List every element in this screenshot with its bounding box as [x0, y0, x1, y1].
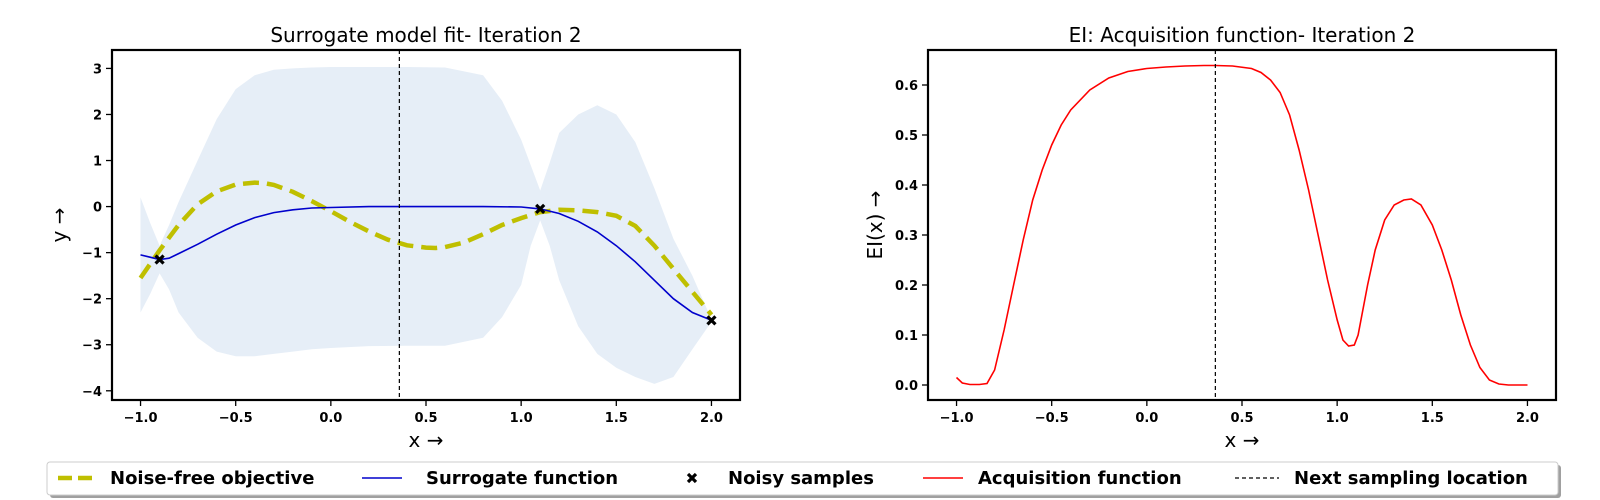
legend-label: Surrogate function — [426, 468, 618, 489]
surrogate-title: Surrogate model fit- Iteration 2 — [270, 23, 581, 47]
legend-item: Next sampling location — [1235, 468, 1528, 489]
noise-free-objective-line — [138, 180, 714, 317]
legend-item: Surrogate function — [362, 468, 618, 489]
x-tick-label: 1.0 — [510, 411, 533, 426]
y-tick-label: 0.4 — [895, 179, 918, 194]
legend: Noise-free objective Surrogate function No… — [46, 461, 1561, 498]
acquisition-y-ticks: 0.0 0.1 0.2 0.3 0.4 0.5 0.6 — [895, 79, 928, 394]
y-tick-label: 0.6 — [895, 79, 918, 94]
y-tick-label: −1 — [82, 247, 102, 262]
x-tick-label: 0.5 — [1230, 411, 1253, 426]
legend-item: Noise-free objective — [58, 468, 314, 489]
surrogate-function-line — [140, 205, 712, 322]
acquisition-lines-layer — [955, 64, 1528, 386]
noisy-sample-marker — [706, 315, 717, 326]
legend-box — [46, 461, 1559, 496]
legend-items: Noise-free objective Surrogate function No… — [58, 468, 1528, 489]
acquisition-y-label: EI(x) → — [863, 190, 887, 259]
x-tick-label: 0.0 — [319, 411, 342, 426]
x-tick-label: −0.5 — [1035, 411, 1069, 426]
acquisition-x-ticks: −1.0 −0.5 0.0 0.5 1.0 1.5 2.0 — [940, 400, 1539, 426]
x-tick-label: 2.0 — [1516, 411, 1539, 426]
legend-label: Noise-free objective — [110, 468, 314, 489]
y-tick-label: 0.2 — [895, 279, 918, 294]
y-tick-label: 2 — [93, 108, 102, 123]
noisy-samples-layer — [154, 203, 717, 326]
y-tick-label: −4 — [82, 385, 102, 400]
y-tick-label: 3 — [93, 62, 102, 77]
acquisition-function-line — [955, 64, 1528, 386]
acquisition-x-label: x → — [1225, 428, 1260, 452]
y-tick-label: 0 — [93, 201, 102, 216]
x-tick-label: 0.0 — [1135, 411, 1158, 426]
x-tick-label: −1.0 — [124, 411, 158, 426]
surrogate-x-label: x → — [409, 428, 444, 452]
acquisition-title: EI: Acquisition function- Iteration 2 — [1069, 23, 1416, 47]
acquisition-plot-frame — [926, 48, 1558, 402]
legend-marker-handle — [686, 472, 698, 484]
legend-label: Acquisition function — [978, 468, 1182, 489]
x-tick-label: 2.0 — [700, 411, 723, 426]
surrogate-lines-layer — [138, 180, 714, 322]
legend-label: Noisy samples — [728, 468, 874, 489]
x-tick-label: −1.0 — [940, 411, 974, 426]
surrogate-y-ticks: −4 −3 −2 −1 0 1 2 3 — [82, 62, 112, 400]
x-tick-label: 0.5 — [414, 411, 437, 426]
legend-item: Acquisition function — [923, 468, 1182, 489]
legend-label: Next sampling location — [1294, 468, 1528, 489]
surrogate-x-ticks: −1.0 −0.5 0.0 0.5 1.0 1.5 2.0 — [124, 400, 723, 426]
y-tick-label: 1 — [93, 155, 102, 170]
y-tick-label: 0.3 — [895, 229, 918, 244]
acquisition-panel: −1.0 −0.5 0.0 0.5 1.0 1.5 2.0 0.00.10.20.30.40… — [863, 23, 1558, 452]
noisy-sample-marker — [154, 254, 165, 265]
confidence-band — [140, 67, 712, 384]
y-tick-label: 0.5 — [895, 129, 918, 144]
confidence-band-layer — [140, 67, 712, 384]
x-tick-label: 1.5 — [1421, 411, 1444, 426]
y-tick-label: 0.1 — [895, 329, 918, 344]
noisy-sample-marker — [535, 203, 546, 215]
legend-item: Noisy samples — [686, 468, 874, 489]
x-tick-label: 1.0 — [1326, 411, 1349, 426]
x-tick-label: −0.5 — [219, 411, 253, 426]
y-tick-label: −3 — [82, 339, 102, 354]
x-tick-label: 1.5 — [605, 411, 628, 426]
y-tick-label: −2 — [82, 293, 102, 308]
y-tick-label: 0.0 — [895, 379, 918, 394]
surrogate-panel: −1.0 −0.5 0.0 0.5 1.0 1.5 2.0 −4 −3 −2 −1 0 1 2 3 Sur… — [47, 23, 742, 452]
surrogate-y-label: y → — [47, 208, 71, 243]
